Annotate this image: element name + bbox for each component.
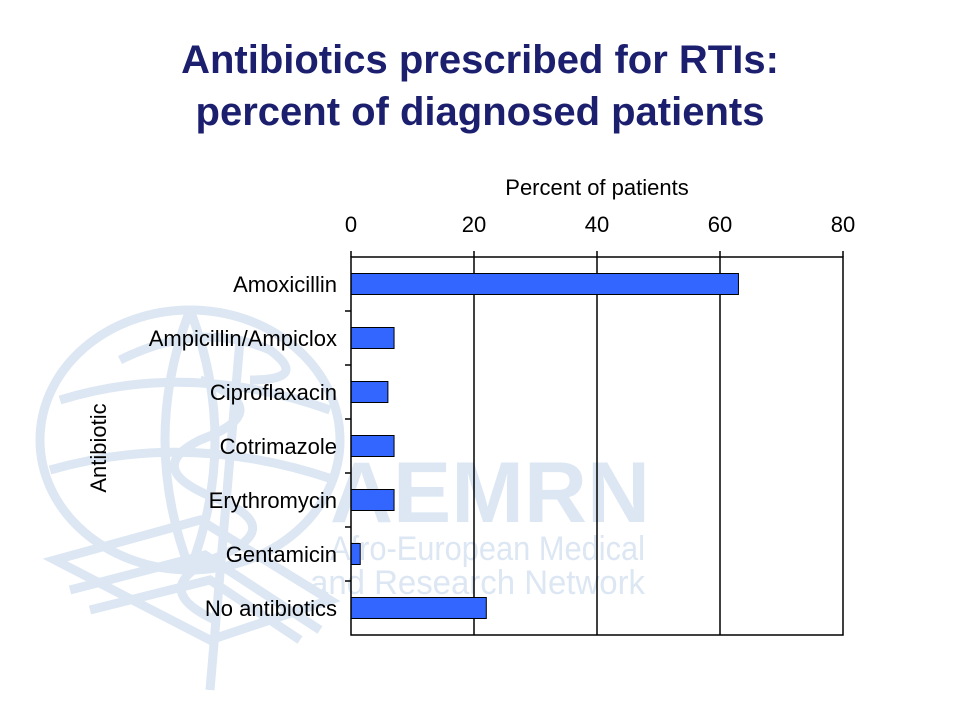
category-label: Ampicillin/Ampiclox [149,326,337,351]
x-tick-label: 60 [708,212,732,237]
bar-amoxicillin [350,273,739,295]
x-tick-label: 20 [462,212,486,237]
gridlines [345,251,844,635]
category-label: Gentamicin [226,542,337,567]
category-label: No antibiotics [205,596,337,621]
category-label: Erythromycin [209,488,337,513]
category-label: Cotrimazole [220,434,337,459]
slide-title-line-1: Antibiotics prescribed for RTIs: [181,38,779,82]
category-label: Amoxicillin [233,272,337,297]
bar-ciproflaxacin [350,381,389,403]
caduceus-book-globe-icon [35,305,345,691]
x-tick-labels: 0 20 40 60 80 [345,212,855,237]
watermark-line-2: and Research Network [310,564,646,602]
x-axis-title: Percent of patients [505,175,688,200]
y-axis-title: Antibiotic [86,403,111,492]
slide-title-line-2: percent of diagnosed patients [195,90,765,134]
x-tick-label: 80 [831,212,855,237]
bar-no-antibiotics [350,597,487,619]
bar-cotrimazole [350,435,395,457]
bars [350,273,739,619]
watermark-line-1: Afro-European Medical [330,530,645,568]
slide-title: Antibiotics prescribed for RTIs: percent… [0,34,960,138]
bar-ampicillin-ampiclox [350,327,395,349]
category-label: Ciproflaxacin [210,380,337,405]
plot-frame [350,256,844,636]
bar-gentamicin [350,543,361,565]
category-labels: Amoxicillin Ampicillin/Ampiclox Ciproflaxa… [149,272,337,621]
bar-erythromycin [350,489,395,511]
x-tick-label: 0 [345,212,357,237]
x-tick-label: 40 [585,212,609,237]
